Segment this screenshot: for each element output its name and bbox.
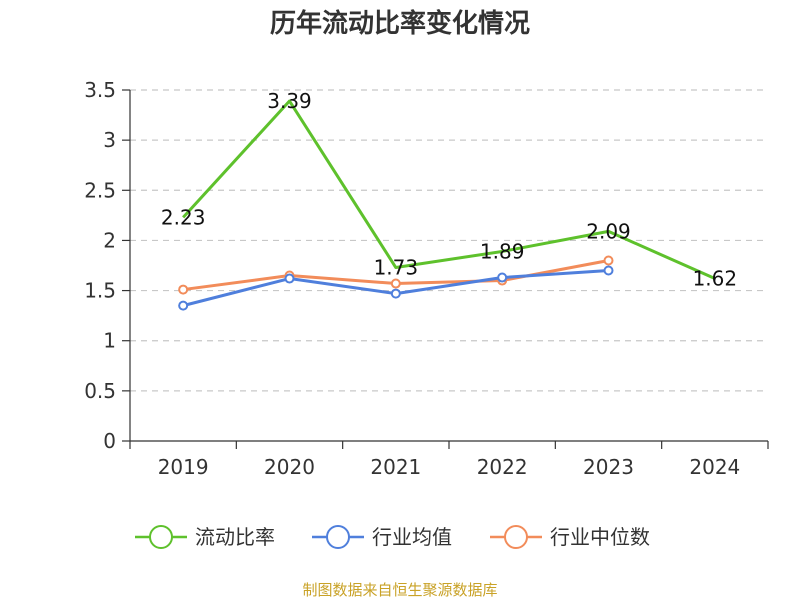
y-tick-label: 0.5 [84,379,116,403]
data-label: 2.23 [161,205,206,229]
source-note: 制图数据来自恒生聚源数据库 [302,581,497,599]
y-tick-label: 3 [103,128,116,152]
data-label: 3.39 [267,89,312,113]
series-point [178,300,189,311]
grid-lines [130,89,768,392]
series-point [178,284,189,295]
legend-swatch-marker [149,525,173,549]
y-tick-label: 1 [103,329,116,353]
y-tick-label: 2 [103,228,116,252]
data-label: 2.09 [586,219,631,243]
data-label: 1.62 [693,267,738,291]
y-tick-label: 3.5 [84,78,116,102]
y-tick-label: 1.5 [84,279,116,303]
legend-label: 行业均值 [372,525,452,549]
series-point [497,272,508,283]
legend-label: 流动比率 [195,525,275,549]
axes: 0 0.5 1 1.5 2 2.5 3 3.5 2019 2020 2021 2022 2023 2024 [84,78,769,479]
chart-title: 历年流动比率变化情况 [270,8,530,39]
series-point [390,278,401,289]
y-tick-label: 0 [103,429,116,453]
series-point [603,255,614,266]
legend-label: 行业中位数 [550,525,650,549]
series-point [603,265,614,276]
series-point [390,288,401,299]
legend-swatch-marker [504,525,528,549]
x-tick-label: 2023 [583,455,634,479]
x-tick-label: 2021 [370,455,421,479]
series-layer [178,99,716,311]
legend: 流动比率 行业均值 行业中位数 [135,525,650,549]
series-point [284,273,295,284]
data-label: 1.73 [374,256,419,280]
data-label: 1.89 [480,239,525,263]
x-tick-label: 2019 [158,455,209,479]
x-tick-label: 2020 [264,455,315,479]
legend-swatch-marker [326,525,350,549]
series-line-0 [182,99,716,280]
x-tick-label: 2024 [689,455,740,479]
data-labels: 2.23 3.39 1.73 1.89 2.09 1.62 [161,89,737,291]
y-tick-label: 2.5 [84,178,116,202]
x-tick-label: 2022 [477,455,528,479]
